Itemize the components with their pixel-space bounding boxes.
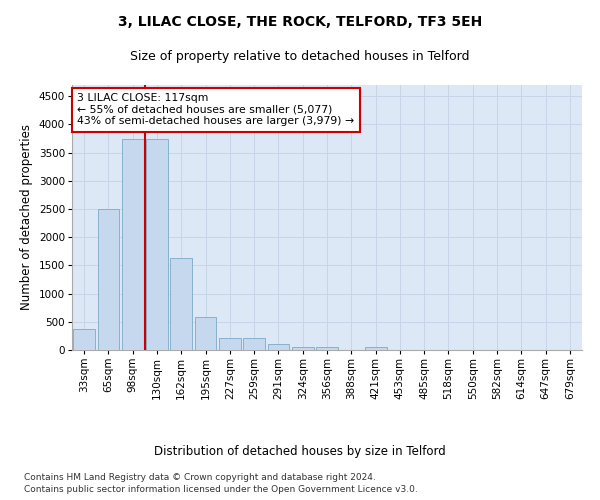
Bar	[97, 209, 119, 350]
Text: Distribution of detached houses by size in Telford: Distribution of detached houses by size …	[154, 444, 446, 458]
Y-axis label: Number of detached properties: Number of detached properties	[20, 124, 33, 310]
Bar	[292, 346, 314, 350]
Text: Size of property relative to detached houses in Telford: Size of property relative to detached ho…	[130, 50, 470, 63]
Text: 3, LILAC CLOSE, THE ROCK, TELFORD, TF3 5EH: 3, LILAC CLOSE, THE ROCK, TELFORD, TF3 5…	[118, 15, 482, 29]
Text: Contains public sector information licensed under the Open Government Licence v3: Contains public sector information licen…	[24, 485, 418, 494]
Bar	[73, 328, 95, 350]
Bar	[194, 316, 217, 350]
Text: 3 LILAC CLOSE: 117sqm
← 55% of detached houses are smaller (5,077)
43% of semi-d: 3 LILAC CLOSE: 117sqm ← 55% of detached …	[77, 93, 354, 126]
Bar	[268, 344, 289, 350]
Text: Contains HM Land Registry data © Crown copyright and database right 2024.: Contains HM Land Registry data © Crown c…	[24, 472, 376, 482]
Bar	[243, 338, 265, 350]
Bar	[316, 347, 338, 350]
Bar	[365, 347, 386, 350]
Bar	[146, 138, 168, 350]
Bar	[122, 138, 143, 350]
Bar	[170, 258, 192, 350]
Bar	[219, 338, 241, 350]
